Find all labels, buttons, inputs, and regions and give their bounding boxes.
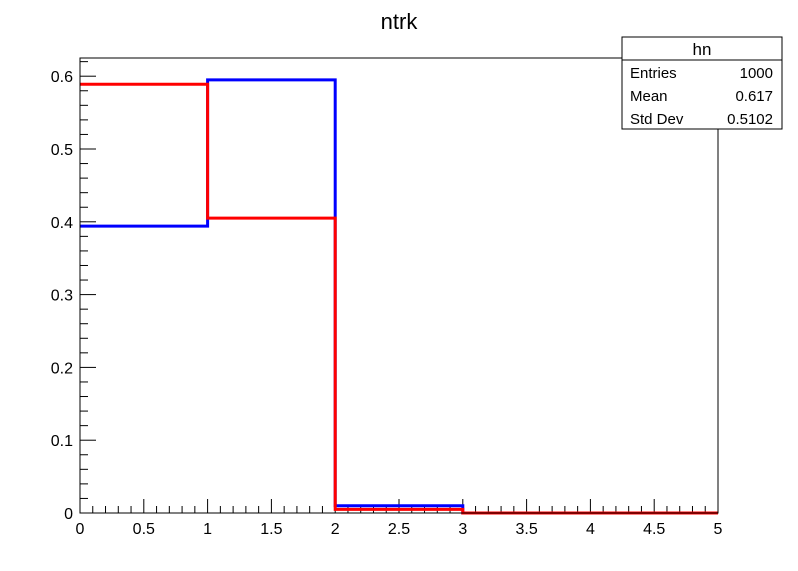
y-tick-label: 0.6: [51, 69, 73, 86]
x-tick-label: 3.5: [515, 521, 537, 538]
y-tick-label: 0.2: [51, 360, 73, 377]
y-tick-label: 0: [64, 506, 73, 523]
x-tick-label: 0.5: [133, 521, 155, 538]
series-layer: [80, 78, 718, 515]
stats-box-border: [621, 36, 783, 130]
plot-frame: [79, 57, 719, 514]
x-tick-label: 1: [203, 521, 212, 538]
x-tick-label: 0: [76, 521, 85, 538]
y-tick-label: 0.4: [51, 215, 73, 232]
stats-entries-label: Entries: [630, 65, 677, 82]
stats-box: hn Entries 1000 Mean 0.617 Std Dev 0.510…: [621, 36, 783, 130]
stats-mean-label: Mean: [630, 88, 668, 105]
stats-stddev-label: Std Dev: [630, 111, 684, 128]
stats-mean-value: 0.617: [735, 88, 773, 105]
histogram-series-1: [80, 78, 718, 515]
y-axis: 0 0.1 0.2 0.3 0.4 0.5 0.6: [51, 61, 96, 523]
chart-title: ntrk: [381, 9, 419, 34]
y-tick-label: 0.3: [51, 288, 73, 305]
x-tick-label: 4.5: [643, 521, 665, 538]
x-tick-label: 2: [331, 521, 340, 538]
histogram-series-2: [80, 82, 718, 515]
x-tick-label: 2.5: [388, 521, 410, 538]
x-tick-label: 5: [714, 521, 723, 538]
stats-stddev-value: 0.5102: [727, 111, 773, 128]
y-tick-label: 0.1: [51, 433, 73, 450]
stats-box-title: hn: [693, 40, 712, 59]
x-tick-label: 4: [586, 521, 595, 538]
x-tick-label: 1.5: [260, 521, 282, 538]
y-tick-label: 0.5: [51, 142, 73, 159]
stats-entries-value: 1000: [740, 65, 773, 82]
x-axis: 0 0.5 1 1.5 2 2.5 3 3.5 4 4.5 5: [76, 499, 723, 538]
x-tick-label: 3: [458, 521, 467, 538]
